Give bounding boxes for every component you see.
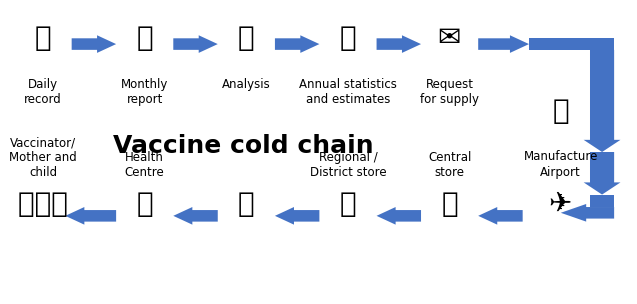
Polygon shape — [71, 35, 116, 53]
Text: 🚚: 🚚 — [441, 190, 458, 218]
Polygon shape — [590, 195, 614, 207]
Text: 🖥️: 🖥️ — [35, 24, 52, 52]
Text: Annual statistics
and estimates: Annual statistics and estimates — [299, 78, 397, 105]
Polygon shape — [478, 35, 529, 53]
Text: 🛵: 🛵 — [238, 190, 255, 218]
Text: 🔍: 🔍 — [238, 24, 255, 52]
Polygon shape — [583, 50, 620, 152]
Polygon shape — [173, 207, 218, 225]
Text: ✈️: ✈️ — [549, 190, 573, 218]
Text: 👨‍👩‍👦: 👨‍👩‍👦 — [18, 190, 68, 218]
Text: Airport: Airport — [540, 166, 581, 179]
Text: 🏭: 🏭 — [552, 97, 569, 125]
Text: Vaccinator/
Mother and
child: Vaccinator/ Mother and child — [9, 136, 77, 179]
Polygon shape — [478, 207, 523, 225]
Text: 🚶: 🚶 — [136, 190, 153, 218]
Text: 🏚️: 🏚️ — [340, 190, 356, 218]
Text: Vaccine cold chain: Vaccine cold chain — [113, 134, 373, 158]
Text: Analysis: Analysis — [222, 78, 271, 91]
Text: Daily
record: Daily record — [24, 78, 62, 105]
Polygon shape — [275, 35, 319, 53]
Polygon shape — [376, 207, 421, 225]
Polygon shape — [66, 207, 116, 225]
Polygon shape — [529, 38, 614, 50]
Text: Health
Centre: Health Centre — [125, 151, 164, 179]
Text: Request
for supply: Request for supply — [420, 78, 479, 105]
Polygon shape — [173, 35, 218, 53]
Text: Monthly
report: Monthly report — [121, 78, 168, 105]
Text: Manufacture: Manufacture — [524, 150, 598, 164]
Text: 📊: 📊 — [340, 24, 356, 52]
Text: Central
store: Central store — [428, 151, 471, 179]
Polygon shape — [561, 204, 614, 222]
Polygon shape — [275, 207, 319, 225]
Text: ✉️: ✉️ — [438, 24, 461, 52]
Text: Regional /
District store: Regional / District store — [310, 151, 386, 179]
Text: 📅: 📅 — [136, 24, 153, 52]
Polygon shape — [583, 152, 620, 195]
Polygon shape — [376, 35, 421, 53]
